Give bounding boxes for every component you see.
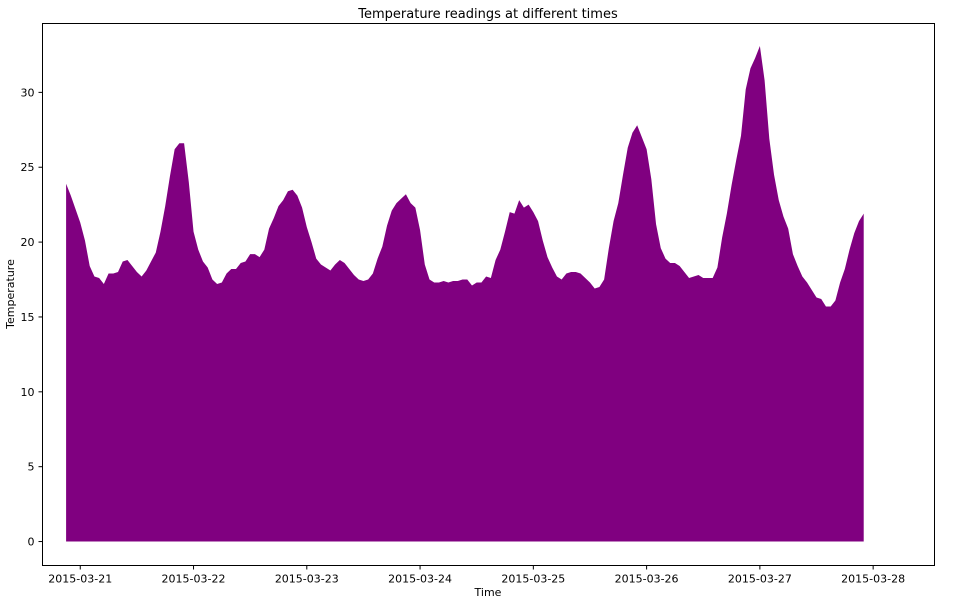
x-tick-label: 2015-03-27 xyxy=(728,573,792,586)
x-tick-label: 2015-03-24 xyxy=(388,573,452,586)
plot-frame xyxy=(42,23,935,566)
y-tick-label: 5 xyxy=(28,461,35,474)
temperature-area xyxy=(66,45,864,542)
y-tick-label: 30 xyxy=(21,86,35,99)
y-tick-label: 15 xyxy=(21,311,35,324)
x-tick-label: 2015-03-26 xyxy=(615,573,679,586)
y-tick-label: 0 xyxy=(28,536,35,549)
y-tick-label: 20 xyxy=(21,236,35,249)
x-axis-label: Time xyxy=(474,586,502,599)
x-axis: 2015-03-21 2015-03-22 2015-03-23 2015-03-24… xyxy=(48,565,905,586)
y-tick-label: 10 xyxy=(21,386,35,399)
y-axis: 0 5 10 15 20 25 30 xyxy=(21,86,43,549)
x-tick-label: 2015-03-23 xyxy=(275,573,339,586)
x-tick-label: 2015-03-21 xyxy=(48,573,112,586)
y-axis-label: Temperature xyxy=(4,259,17,330)
x-tick-label: 2015-03-25 xyxy=(501,573,565,586)
chart-title: Temperature readings at different times xyxy=(357,7,618,22)
x-tick-label: 2015-03-22 xyxy=(162,573,226,586)
y-tick-label: 25 xyxy=(21,161,35,174)
x-tick-label: 2015-03-28 xyxy=(841,573,905,586)
